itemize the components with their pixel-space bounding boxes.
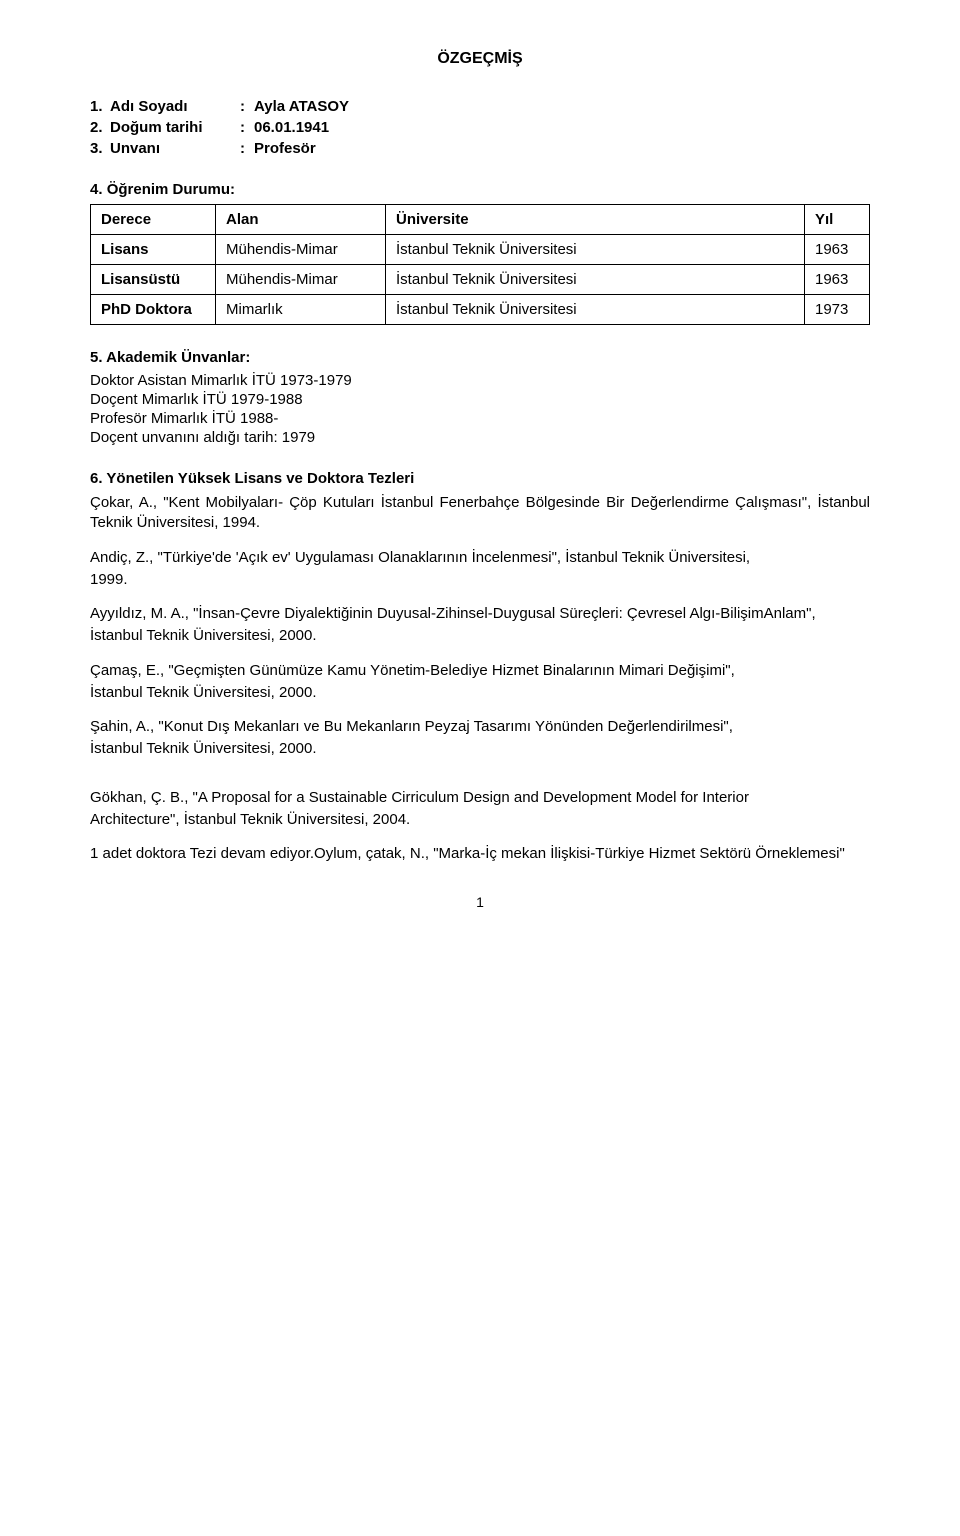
info-label: Unvanı	[110, 140, 240, 157]
education-table: Derece Alan Üniversite Yıl Lisans Mühend…	[90, 204, 870, 325]
thesis-entry: Çokar, A., "Kent Mobilyaları- Çöp Kutula…	[90, 493, 870, 534]
info-colon: :	[240, 98, 254, 115]
td-yil: 1963	[805, 265, 870, 295]
info-num: 1.	[90, 98, 110, 115]
td-yil: 1963	[805, 235, 870, 265]
td-derece: PhD Doktora	[91, 295, 216, 325]
academic-line: Profesör Mimarlık İTÜ 1988-	[90, 410, 870, 427]
table-header-row: Derece Alan Üniversite Yıl	[91, 205, 870, 235]
info-row-title: 3. Unvanı : Profesör	[90, 140, 870, 157]
info-value: Ayla ATASOY	[254, 98, 870, 115]
td-alan: Mühendis-Mimar	[216, 235, 386, 265]
th-universite: Üniversite	[386, 205, 805, 235]
th-yil: Yıl	[805, 205, 870, 235]
thesis-entry: Gökhan, Ç. B., "A Proposal for a Sustain…	[90, 788, 870, 808]
th-alan: Alan	[216, 205, 386, 235]
thesis-entry-line: İstanbul Teknik Üniversitesi, 2000.	[90, 739, 870, 759]
thesis-entry: Şahin, A., "Konut Dış Mekanları ve Bu Me…	[90, 717, 870, 737]
thesis-entry-line: İstanbul Teknik Üniversitesi, 2000.	[90, 683, 870, 703]
info-colon: :	[240, 119, 254, 136]
thesis-entry: 1 adet doktora Tezi devam ediyor.Oylum, …	[90, 844, 870, 864]
info-row-dob: 2. Doğum tarihi : 06.01.1941	[90, 119, 870, 136]
info-value: 06.01.1941	[254, 119, 870, 136]
thesis-entry: Çamaş, E., "Geçmişten Günümüze Kamu Yöne…	[90, 661, 870, 681]
td-derece: Lisans	[91, 235, 216, 265]
table-row: Lisans Mühendis-Mimar İstanbul Teknik Ün…	[91, 235, 870, 265]
info-row-name: 1. Adı Soyadı : Ayla ATASOY	[90, 98, 870, 115]
section-4-head: 4. Öğrenim Durumu:	[90, 181, 870, 198]
academic-line: Doçent Mimarlık İTÜ 1979-1988	[90, 391, 870, 408]
td-uni: İstanbul Teknik Üniversitesi	[386, 265, 805, 295]
td-uni: İstanbul Teknik Üniversitesi	[386, 235, 805, 265]
page-title: ÖZGEÇMİŞ	[90, 50, 870, 68]
td-alan: Mimarlık	[216, 295, 386, 325]
table-row: PhD Doktora Mimarlık İstanbul Teknik Üni…	[91, 295, 870, 325]
info-num: 2.	[90, 119, 110, 136]
academic-line: Doçent unvanını aldığı tarih: 1979	[90, 429, 870, 446]
sec4-label: Öğrenim Durumu:	[107, 181, 235, 198]
th-derece: Derece	[91, 205, 216, 235]
thesis-entry: Andiç, Z., "Türkiye'de 'Açık ev' Uygulam…	[90, 548, 870, 568]
info-colon: :	[240, 140, 254, 157]
section-6-head: 6. Yönetilen Yüksek Lisans ve Doktora Te…	[90, 470, 870, 487]
sec4-num: 4.	[90, 181, 103, 198]
info-num: 3.	[90, 140, 110, 157]
page-number: 1	[90, 894, 870, 910]
academic-line: Doktor Asistan Mimarlık İTÜ 1973-1979	[90, 372, 870, 389]
td-derece: Lisansüstü	[91, 265, 216, 295]
info-label: Adı Soyadı	[110, 98, 240, 115]
thesis-entry-line: Architecture", İstanbul Teknik Üniversit…	[90, 810, 870, 830]
td-alan: Mühendis-Mimar	[216, 265, 386, 295]
td-uni: İstanbul Teknik Üniversitesi	[386, 295, 805, 325]
thesis-entry-line: 1999.	[90, 570, 870, 590]
thesis-entry: Ayyıldız, M. A., "İnsan-Çevre Diyalektiğ…	[90, 604, 870, 624]
document-page: ÖZGEÇMİŞ 1. Adı Soyadı : Ayla ATASOY 2. …	[0, 0, 960, 950]
info-value: Profesör	[254, 140, 870, 157]
section-5-head: 5. Akademik Ünvanlar:	[90, 349, 870, 366]
table-row: Lisansüstü Mühendis-Mimar İstanbul Tekni…	[91, 265, 870, 295]
thesis-entry-line: İstanbul Teknik Üniversitesi, 2000.	[90, 626, 870, 646]
td-yil: 1973	[805, 295, 870, 325]
info-label: Doğum tarihi	[110, 119, 240, 136]
